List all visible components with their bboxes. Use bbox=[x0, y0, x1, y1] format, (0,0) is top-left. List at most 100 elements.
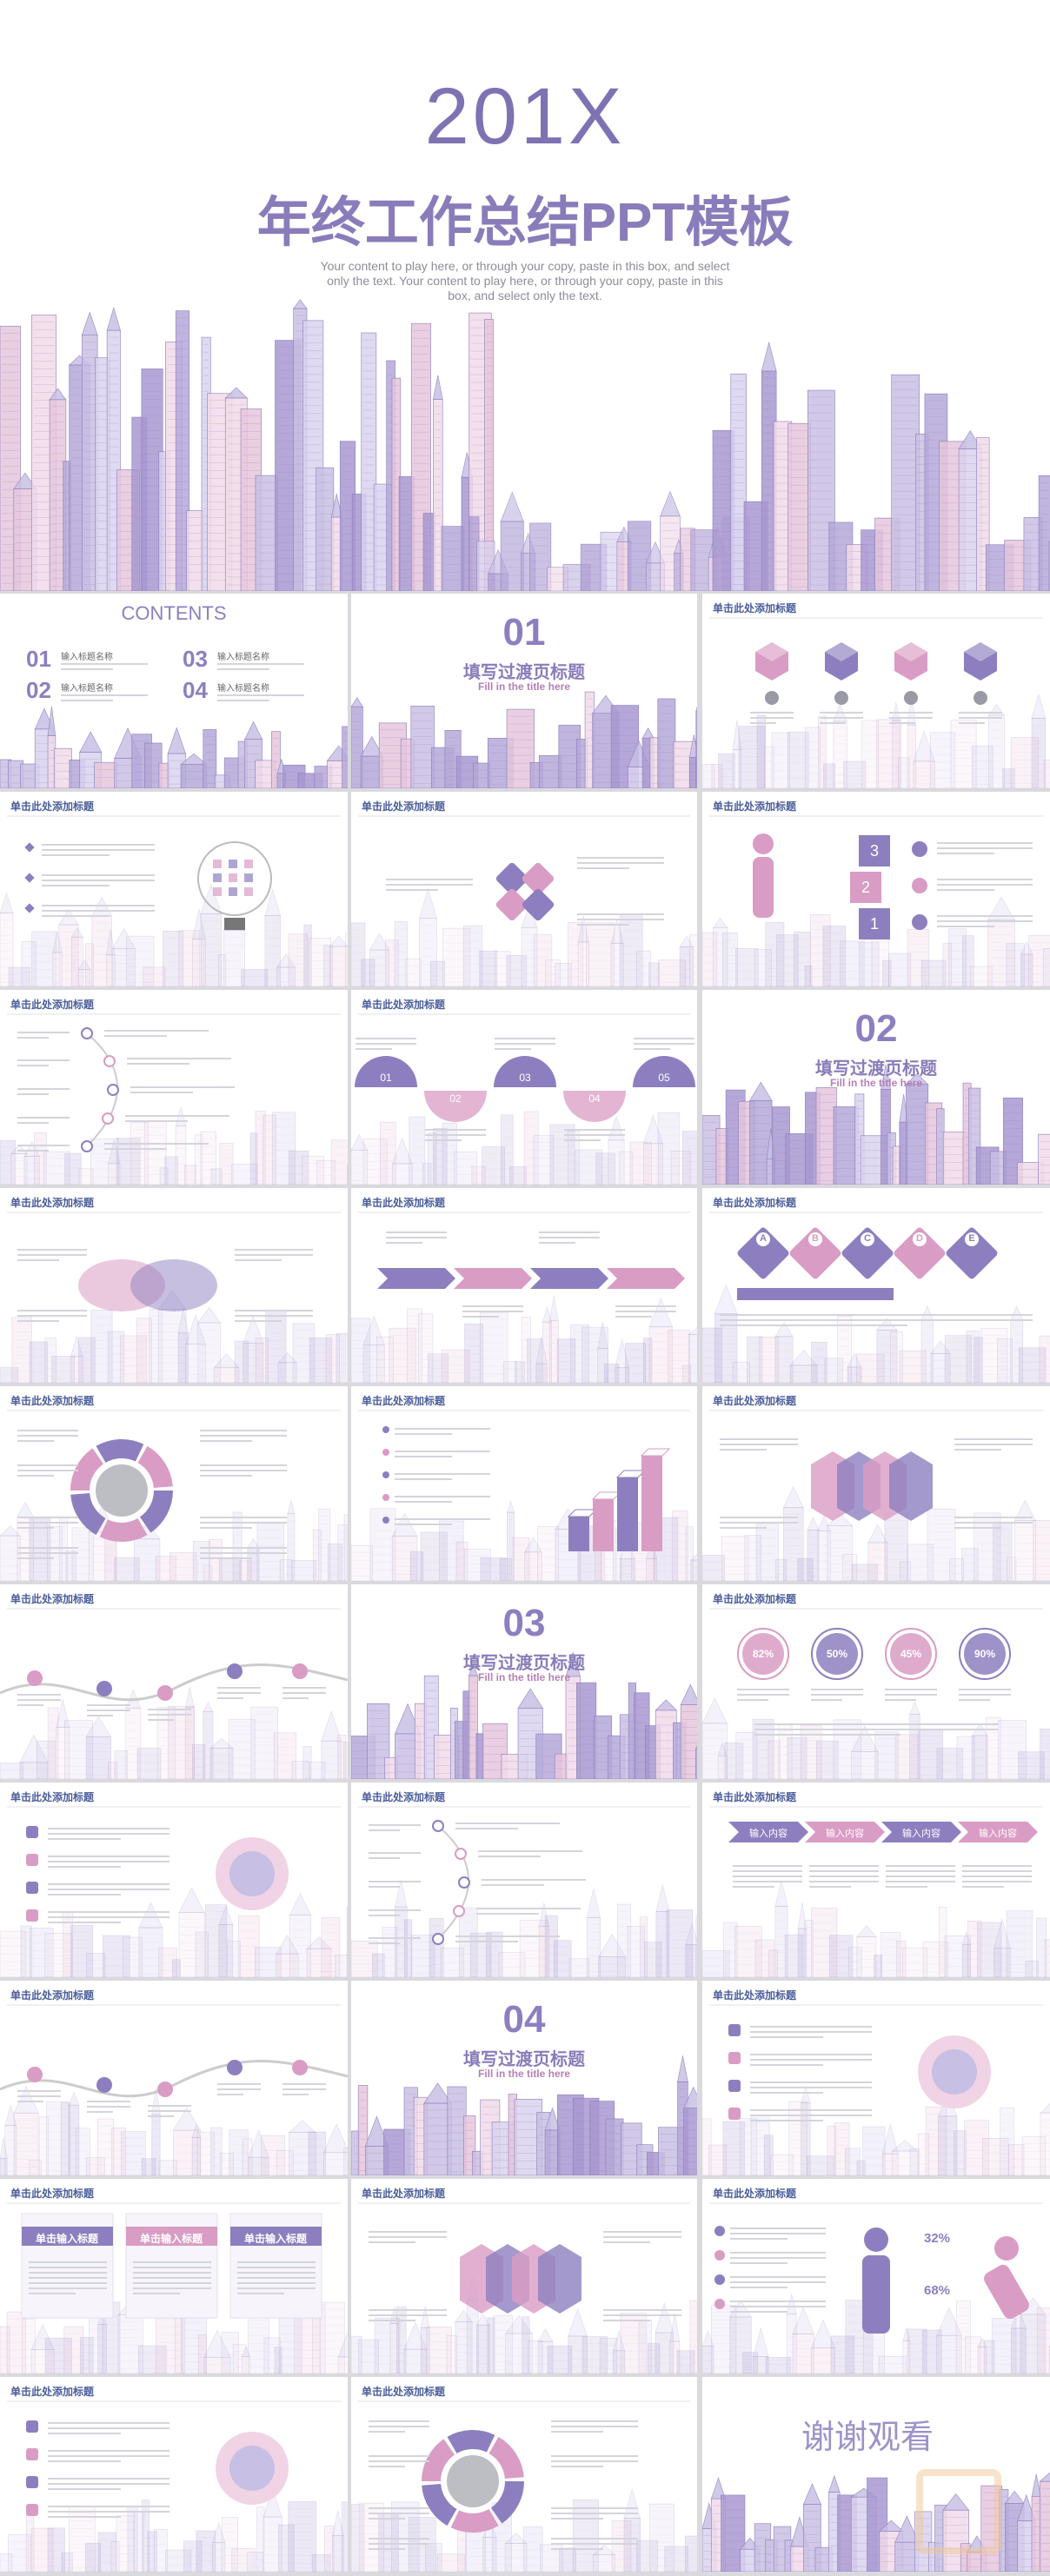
building bbox=[575, 1149, 603, 1185]
text-placeholder bbox=[889, 712, 933, 714]
section-number: 01 bbox=[502, 611, 546, 654]
building-spire bbox=[695, 706, 697, 712]
building bbox=[625, 1343, 647, 1383]
text-placeholder bbox=[17, 1704, 43, 1706]
building bbox=[441, 1349, 470, 1383]
building-spire bbox=[79, 731, 103, 753]
building bbox=[695, 710, 697, 788]
building-spire bbox=[867, 1524, 888, 1544]
decoration bbox=[130, 1259, 217, 1311]
slide-graphics bbox=[0, 1013, 348, 1185]
text-placeholder bbox=[61, 663, 148, 665]
building bbox=[1040, 1728, 1050, 1779]
building bbox=[289, 1150, 309, 1185]
building bbox=[581, 1326, 608, 1383]
building-spire bbox=[0, 892, 14, 913]
slide-graphics bbox=[702, 1064, 1050, 1185]
building-spire bbox=[19, 1734, 49, 1763]
text-placeholder bbox=[539, 1232, 600, 1233]
text-placeholder bbox=[615, 1316, 652, 1318]
decoration bbox=[607, 1268, 685, 1289]
building bbox=[533, 933, 553, 986]
building bbox=[323, 945, 333, 986]
slide-graphics bbox=[0, 663, 348, 788]
decoration bbox=[229, 887, 237, 896]
decoration bbox=[633, 1056, 695, 1087]
text-placeholder bbox=[395, 1428, 490, 1430]
text-placeholder bbox=[200, 1517, 287, 1518]
slide-thumbnail: 单击此处添加标题 A B C D E bbox=[702, 1188, 1050, 1383]
building-spire bbox=[694, 1745, 697, 1749]
decoration bbox=[494, 1056, 556, 1087]
building bbox=[732, 749, 742, 788]
decoration bbox=[808, 1232, 822, 1246]
building-spire bbox=[191, 908, 206, 939]
decoration bbox=[197, 841, 272, 916]
text-placeholder bbox=[42, 915, 110, 917]
building bbox=[936, 1748, 964, 1779]
building bbox=[913, 760, 935, 788]
building bbox=[629, 1141, 652, 1185]
text-placeholder bbox=[720, 1444, 798, 1445]
building-spire bbox=[360, 735, 383, 757]
building-spire bbox=[881, 1064, 891, 1090]
text-placeholder bbox=[937, 879, 1033, 880]
decoration bbox=[96, 1439, 144, 1464]
building bbox=[90, 1310, 113, 1383]
decoration bbox=[640, 1448, 671, 1457]
building bbox=[689, 934, 697, 986]
text-placeholder bbox=[937, 853, 994, 854]
building bbox=[680, 1704, 697, 1779]
building bbox=[787, 731, 809, 788]
decoration bbox=[522, 862, 555, 895]
slide-thumbnail: 单击此处添加标题 bbox=[0, 1188, 348, 1383]
building bbox=[336, 1332, 348, 1383]
text-placeholder bbox=[87, 1710, 130, 1711]
building bbox=[721, 933, 738, 986]
text-placeholder bbox=[395, 1518, 490, 1520]
text-placeholder bbox=[42, 844, 155, 846]
building bbox=[217, 954, 227, 986]
text-placeholder bbox=[386, 1232, 447, 1233]
text-placeholder bbox=[235, 1254, 313, 1256]
tile-label: D bbox=[916, 1233, 923, 1244]
building bbox=[657, 698, 676, 788]
decoration bbox=[107, 1084, 119, 1096]
contents-label: 输入标题名称 bbox=[61, 653, 113, 662]
slide-header: 单击此处添加标题 bbox=[713, 602, 797, 614]
text-placeholder bbox=[820, 717, 863, 719]
building bbox=[884, 1512, 908, 1581]
contents-label: 输入标题名称 bbox=[217, 684, 269, 694]
building bbox=[643, 1143, 663, 1185]
decoration bbox=[904, 691, 918, 705]
building bbox=[855, 1353, 885, 1383]
decoration bbox=[859, 908, 890, 939]
text-placeholder bbox=[425, 1129, 486, 1131]
building bbox=[888, 953, 912, 986]
text-placeholder bbox=[200, 1522, 287, 1524]
text-placeholder bbox=[87, 1715, 113, 1716]
text-placeholder bbox=[17, 1059, 70, 1061]
building bbox=[657, 1112, 680, 1185]
building bbox=[670, 1151, 691, 1185]
building bbox=[200, 913, 223, 986]
text-placeholder bbox=[959, 712, 1002, 714]
text-placeholder bbox=[17, 1315, 87, 1317]
building bbox=[721, 1536, 749, 1581]
building-spire bbox=[105, 929, 116, 956]
tile-label: B bbox=[812, 1233, 819, 1244]
slide-graphics bbox=[0, 1212, 348, 1383]
building bbox=[0, 1763, 23, 1779]
building bbox=[130, 1122, 149, 1185]
text-placeholder bbox=[127, 1058, 231, 1059]
building bbox=[972, 745, 994, 788]
building-spire bbox=[111, 927, 136, 949]
text-placeholder bbox=[17, 1032, 70, 1033]
slide-header: 单击此处添加标题 bbox=[10, 1395, 95, 1407]
building bbox=[85, 1736, 112, 1779]
building bbox=[369, 949, 390, 986]
building bbox=[462, 925, 483, 986]
building bbox=[672, 1510, 688, 1581]
slide-header: 单击此处添加标题 bbox=[362, 1197, 446, 1209]
building bbox=[997, 1338, 1013, 1383]
